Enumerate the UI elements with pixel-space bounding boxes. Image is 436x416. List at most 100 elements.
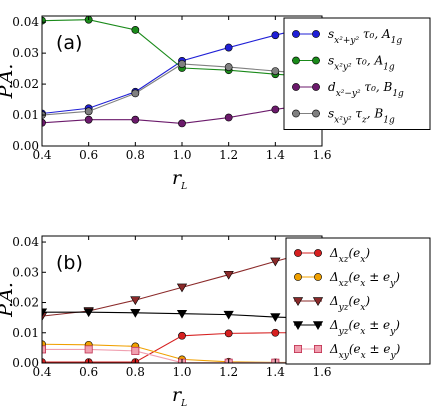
legend-label: dx²−y² τ₀, B1g: [328, 80, 404, 99]
legend-marker: [312, 56, 320, 65]
x-tick-label: 1.2: [219, 365, 238, 379]
data-point-0-3: [178, 331, 186, 340]
data-point-2-4: [224, 113, 233, 122]
data-point-2-4: [223, 270, 234, 280]
legend-label: Δxz(ex): [329, 246, 370, 265]
legend-label: Δyz(ex ± ey): [329, 318, 400, 337]
data-point-0-4: [224, 43, 233, 52]
legend-marker: [313, 344, 322, 353]
legend-entry-1: sx²y² τ₀, A1g: [292, 54, 395, 73]
panel-label: (b): [56, 252, 83, 274]
legend-marker: [293, 344, 302, 353]
y-tick-label: 0.03: [12, 46, 39, 60]
legend-marker: [292, 321, 304, 330]
legend-entry-4: Δxy(ex ± ey): [293, 342, 401, 361]
legend-entry-2: Δyz(ex): [292, 294, 370, 313]
legend-label: sx²y² τ₀, A1g: [328, 54, 395, 73]
legend-marker: [312, 109, 320, 118]
y-tick-label: 0.04: [12, 15, 39, 29]
legend-marker: [314, 273, 322, 281]
y-axis-label: P.A.: [0, 64, 17, 100]
data-point-2-2: [131, 115, 140, 124]
data-point-2-3: [178, 119, 186, 128]
y-axis-label: P.A.: [0, 282, 17, 318]
y-tick-label: 0.03: [12, 265, 39, 279]
legend-marker: [294, 273, 302, 281]
legend-marker: [312, 321, 324, 330]
x-tick-label: 1.4: [266, 148, 285, 162]
legend-entry-3: sx²y² τz, B1g: [292, 107, 395, 126]
legend-marker: [292, 109, 300, 118]
legend-entry-0: sx²+y² τ₀, A1g: [292, 27, 402, 46]
panel-label: (a): [56, 32, 82, 54]
x-tick-label: 0.6: [79, 148, 98, 162]
y-tick-label: 0.04: [12, 235, 39, 249]
x-tick-label: 0.8: [126, 365, 145, 379]
legend-marker: [312, 297, 324, 306]
data-point-3-1: [84, 107, 93, 116]
x-tick-label: 1.4: [266, 365, 285, 379]
legend-label: sx²y² τz, B1g: [328, 107, 395, 126]
data-point-3-5: [271, 67, 280, 75]
panel-b: 0.4 0.6 0.8 1.0 1.2 1.4 1.6 0.00 0.01 0.02 0.03 0.0…: [0, 235, 431, 409]
data-point-4-2: [131, 346, 140, 355]
legend-marker: [292, 30, 300, 38]
x-axis-label: rL: [172, 384, 187, 409]
legend-marker: [294, 249, 302, 257]
legend: Δxz(ex) Δxz(ex ± ey) Δyz(ex) Δyz(ex ± ey) Δx…: [285, 237, 431, 365]
data-point-3-1: [83, 308, 94, 318]
x-tick-label: 0.6: [79, 365, 98, 379]
legend-entry-0: Δxz(ex): [294, 246, 370, 265]
x-tick-label: 1.0: [172, 365, 191, 379]
x-tick-label: 0.4: [32, 365, 51, 379]
legend-marker: [314, 249, 322, 257]
data-point-3-4: [223, 310, 234, 320]
legend-marker: [312, 30, 320, 38]
x-tick-label: 1.0: [172, 148, 191, 162]
legend-marker: [292, 56, 300, 65]
y-tick-label: 0.02: [12, 296, 39, 310]
x-tick-label: 1.6: [312, 365, 331, 379]
series-line-2: [42, 248, 322, 317]
y-tick-label: 0.00: [12, 356, 39, 370]
legend-box: [283, 17, 431, 130]
data-point-3-4: [224, 63, 233, 71]
data-point-3-2: [130, 309, 141, 318]
legend-entry-2: dx²−y² τ₀, B1g: [292, 80, 404, 99]
data-point-2-5: [271, 105, 280, 114]
legend-entry-3: Δyz(ex ± ey): [292, 318, 400, 337]
x-tick-label: 0.8: [126, 148, 145, 162]
legend-label: sx²+y² τ₀, A1g: [328, 27, 402, 46]
x-tick-label: 1.6: [312, 148, 331, 162]
data-point-2-1: [84, 115, 93, 124]
data-point-0-5: [271, 328, 280, 337]
data-point-3-3: [176, 309, 188, 319]
y-tick-label: 0.02: [12, 77, 39, 91]
data-point-3-3: [178, 60, 186, 68]
axes-frame: [41, 235, 323, 364]
data-point-0-5: [271, 31, 280, 40]
legend-marker: [292, 297, 304, 306]
data-point-0-4: [224, 329, 233, 338]
legend-marker: [312, 83, 320, 91]
data-point-1-2: [131, 26, 140, 34]
legend-label: Δxz(ex ± ey): [329, 270, 400, 289]
y-tick-label: 0.01: [12, 108, 39, 122]
legend: sx²+y² τ₀, A1g sx²y² τ₀, A1g dx²−y² τ₀, B1…: [283, 17, 431, 130]
x-axis-label: rL: [172, 167, 187, 192]
data-point-3-5: [270, 313, 281, 322]
y-tick-label: 0.00: [12, 139, 39, 153]
legend-label: Δyz(ex): [329, 294, 370, 313]
data-point-3-2: [131, 89, 140, 98]
data-point-2-3: [176, 283, 188, 293]
data-point-3-0: [42, 308, 48, 318]
data-point-2-5: [270, 257, 281, 267]
data-point-4-1: [84, 345, 93, 354]
legend-label: Δxy(ex ± ey): [329, 342, 401, 361]
panel-a: 0.4 0.6 0.8 1.0 1.2 1.4 1.6 0.00 0.01 0.02 0.03 0.0…: [0, 15, 431, 192]
y-tick-label: 0.01: [12, 326, 39, 340]
x-tick-label: 1.2: [219, 148, 238, 162]
data-point-2-2: [130, 296, 141, 306]
legend-marker: [292, 83, 300, 91]
